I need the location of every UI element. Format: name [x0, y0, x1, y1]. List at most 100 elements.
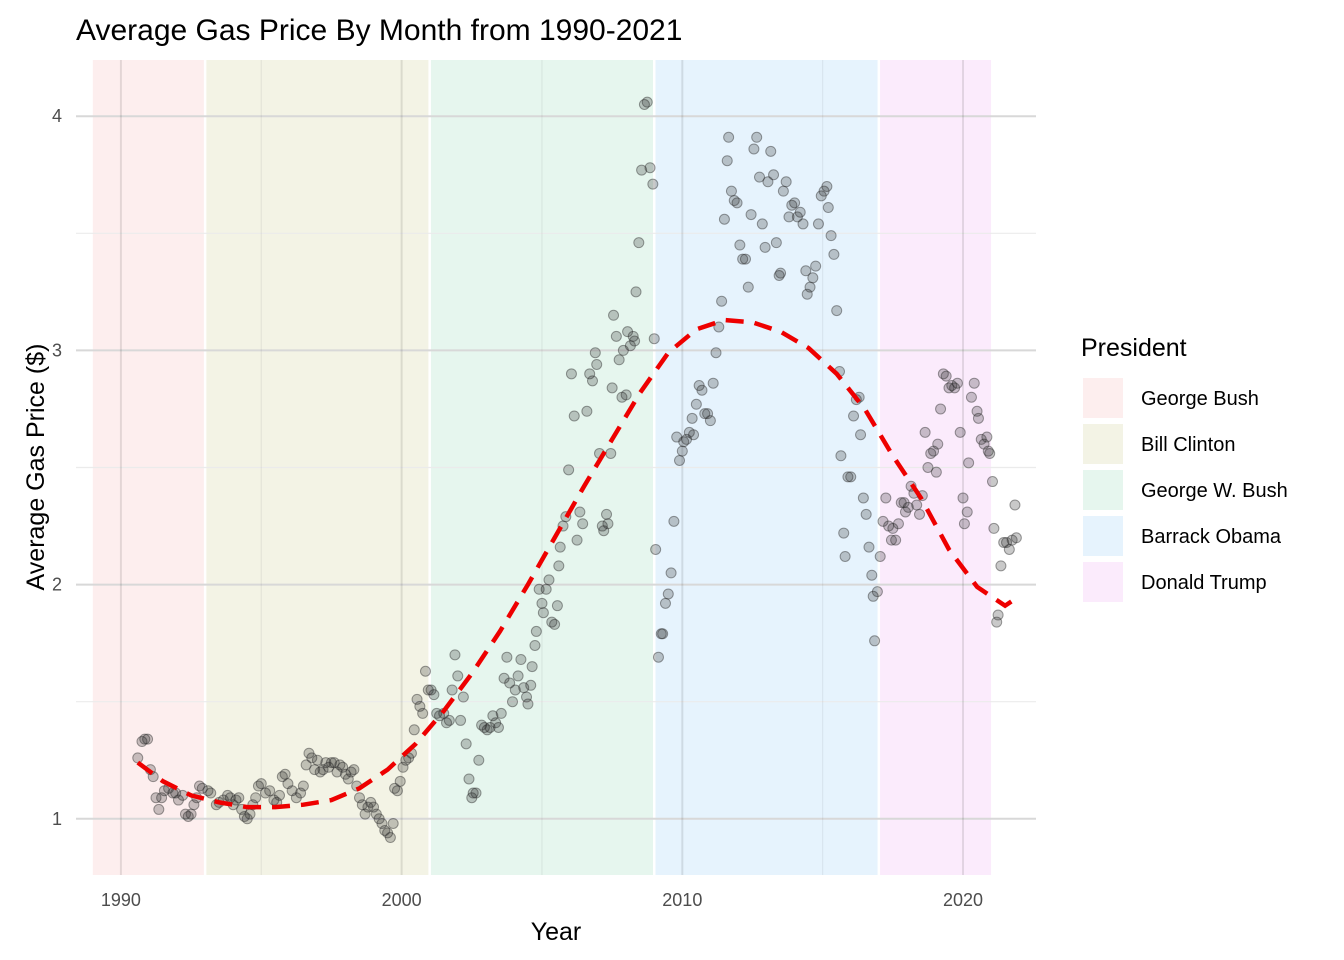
data-point: [839, 550, 851, 562]
data-point: [919, 426, 931, 438]
data-point: [648, 333, 660, 345]
data-point: [898, 497, 910, 509]
data-point: [756, 218, 768, 230]
data-point: [408, 724, 420, 736]
legend-label: Bill Clinton: [1141, 434, 1235, 456]
data-point: [306, 752, 318, 764]
data-point: [822, 202, 834, 214]
data-point: [373, 813, 385, 825]
data-point: [867, 590, 879, 602]
data-point: [895, 497, 907, 509]
data-point: [529, 639, 541, 651]
data-point: [282, 778, 294, 790]
data-point: [202, 785, 214, 797]
data-point: [786, 199, 798, 211]
data-point: [411, 693, 423, 705]
data-point: [780, 176, 792, 188]
data-point: [300, 759, 312, 771]
data-point: [233, 792, 245, 804]
data-point: [276, 771, 288, 783]
data-point: [481, 724, 493, 736]
data-point: [362, 801, 374, 813]
data-point: [379, 825, 391, 837]
data-point: [940, 370, 952, 382]
y-tick-label: 2: [52, 575, 62, 595]
data-point: [446, 684, 458, 696]
data-point: [641, 96, 653, 108]
data-point: [495, 707, 507, 719]
legend-swatch: [1083, 424, 1123, 464]
data-point: [659, 597, 671, 609]
data-point: [252, 780, 264, 792]
grid-lines: [76, 60, 1036, 875]
data-point: [745, 209, 757, 221]
data-point: [869, 635, 881, 647]
legend-label: George Bush: [1141, 388, 1259, 410]
data-point: [397, 761, 409, 773]
data-point: [431, 707, 443, 719]
data-point: [601, 508, 613, 520]
data-point: [244, 808, 256, 820]
data-point: [739, 253, 751, 265]
data-point: [845, 471, 857, 483]
data-point: [250, 792, 262, 804]
data-point: [365, 796, 377, 808]
data-point: [855, 429, 867, 441]
x-tick-label: 2000: [382, 890, 422, 910]
data-point: [775, 267, 787, 279]
data-point: [610, 330, 622, 342]
data-point: [279, 768, 291, 780]
data-point: [890, 534, 902, 546]
data-point: [536, 597, 548, 609]
x-tick-label: 1990: [101, 890, 141, 910]
data-point: [620, 389, 632, 401]
data-point: [922, 462, 934, 473]
data-point: [725, 185, 737, 197]
data-point: [533, 583, 545, 595]
data-point: [991, 616, 1003, 628]
data-point: [525, 679, 537, 691]
data-point: [387, 817, 399, 829]
data-point: [751, 131, 763, 143]
data-point: [563, 464, 575, 476]
data-point: [765, 145, 777, 157]
data-point: [389, 782, 401, 794]
data-point: [797, 218, 809, 230]
data-point: [835, 450, 847, 462]
data-point: [713, 321, 725, 333]
data-point: [1001, 536, 1013, 548]
data-point: [484, 721, 496, 733]
data-point: [598, 525, 610, 537]
data-point: [602, 518, 614, 530]
data-point: [768, 169, 780, 181]
data-point: [139, 733, 151, 745]
data-point: [509, 684, 521, 696]
data-point: [182, 810, 194, 822]
data-point: [150, 792, 162, 804]
y-axis-ticks: 1 2 3 4: [52, 106, 62, 829]
data-point: [1006, 534, 1018, 546]
data-point: [863, 541, 875, 553]
data-point: [478, 721, 490, 733]
data-point: [887, 522, 899, 534]
data-point: [866, 569, 878, 581]
data-point: [998, 536, 1010, 548]
data-point: [857, 492, 869, 504]
data-point: [581, 405, 593, 417]
data-point: [546, 616, 558, 628]
data-point: [690, 398, 702, 410]
data-point: [693, 380, 705, 392]
data-point: [650, 543, 662, 555]
data-point: [925, 447, 937, 459]
legend-title: President: [1081, 334, 1187, 362]
data-point: [521, 691, 533, 703]
data-point: [899, 506, 911, 518]
data-point: [328, 757, 340, 769]
data-point: [417, 707, 429, 719]
data-point: [885, 534, 897, 546]
data-point: [455, 714, 467, 726]
data-point: [902, 501, 914, 513]
data-point: [526, 661, 538, 673]
data-point: [359, 808, 371, 820]
data-point: [728, 195, 740, 207]
